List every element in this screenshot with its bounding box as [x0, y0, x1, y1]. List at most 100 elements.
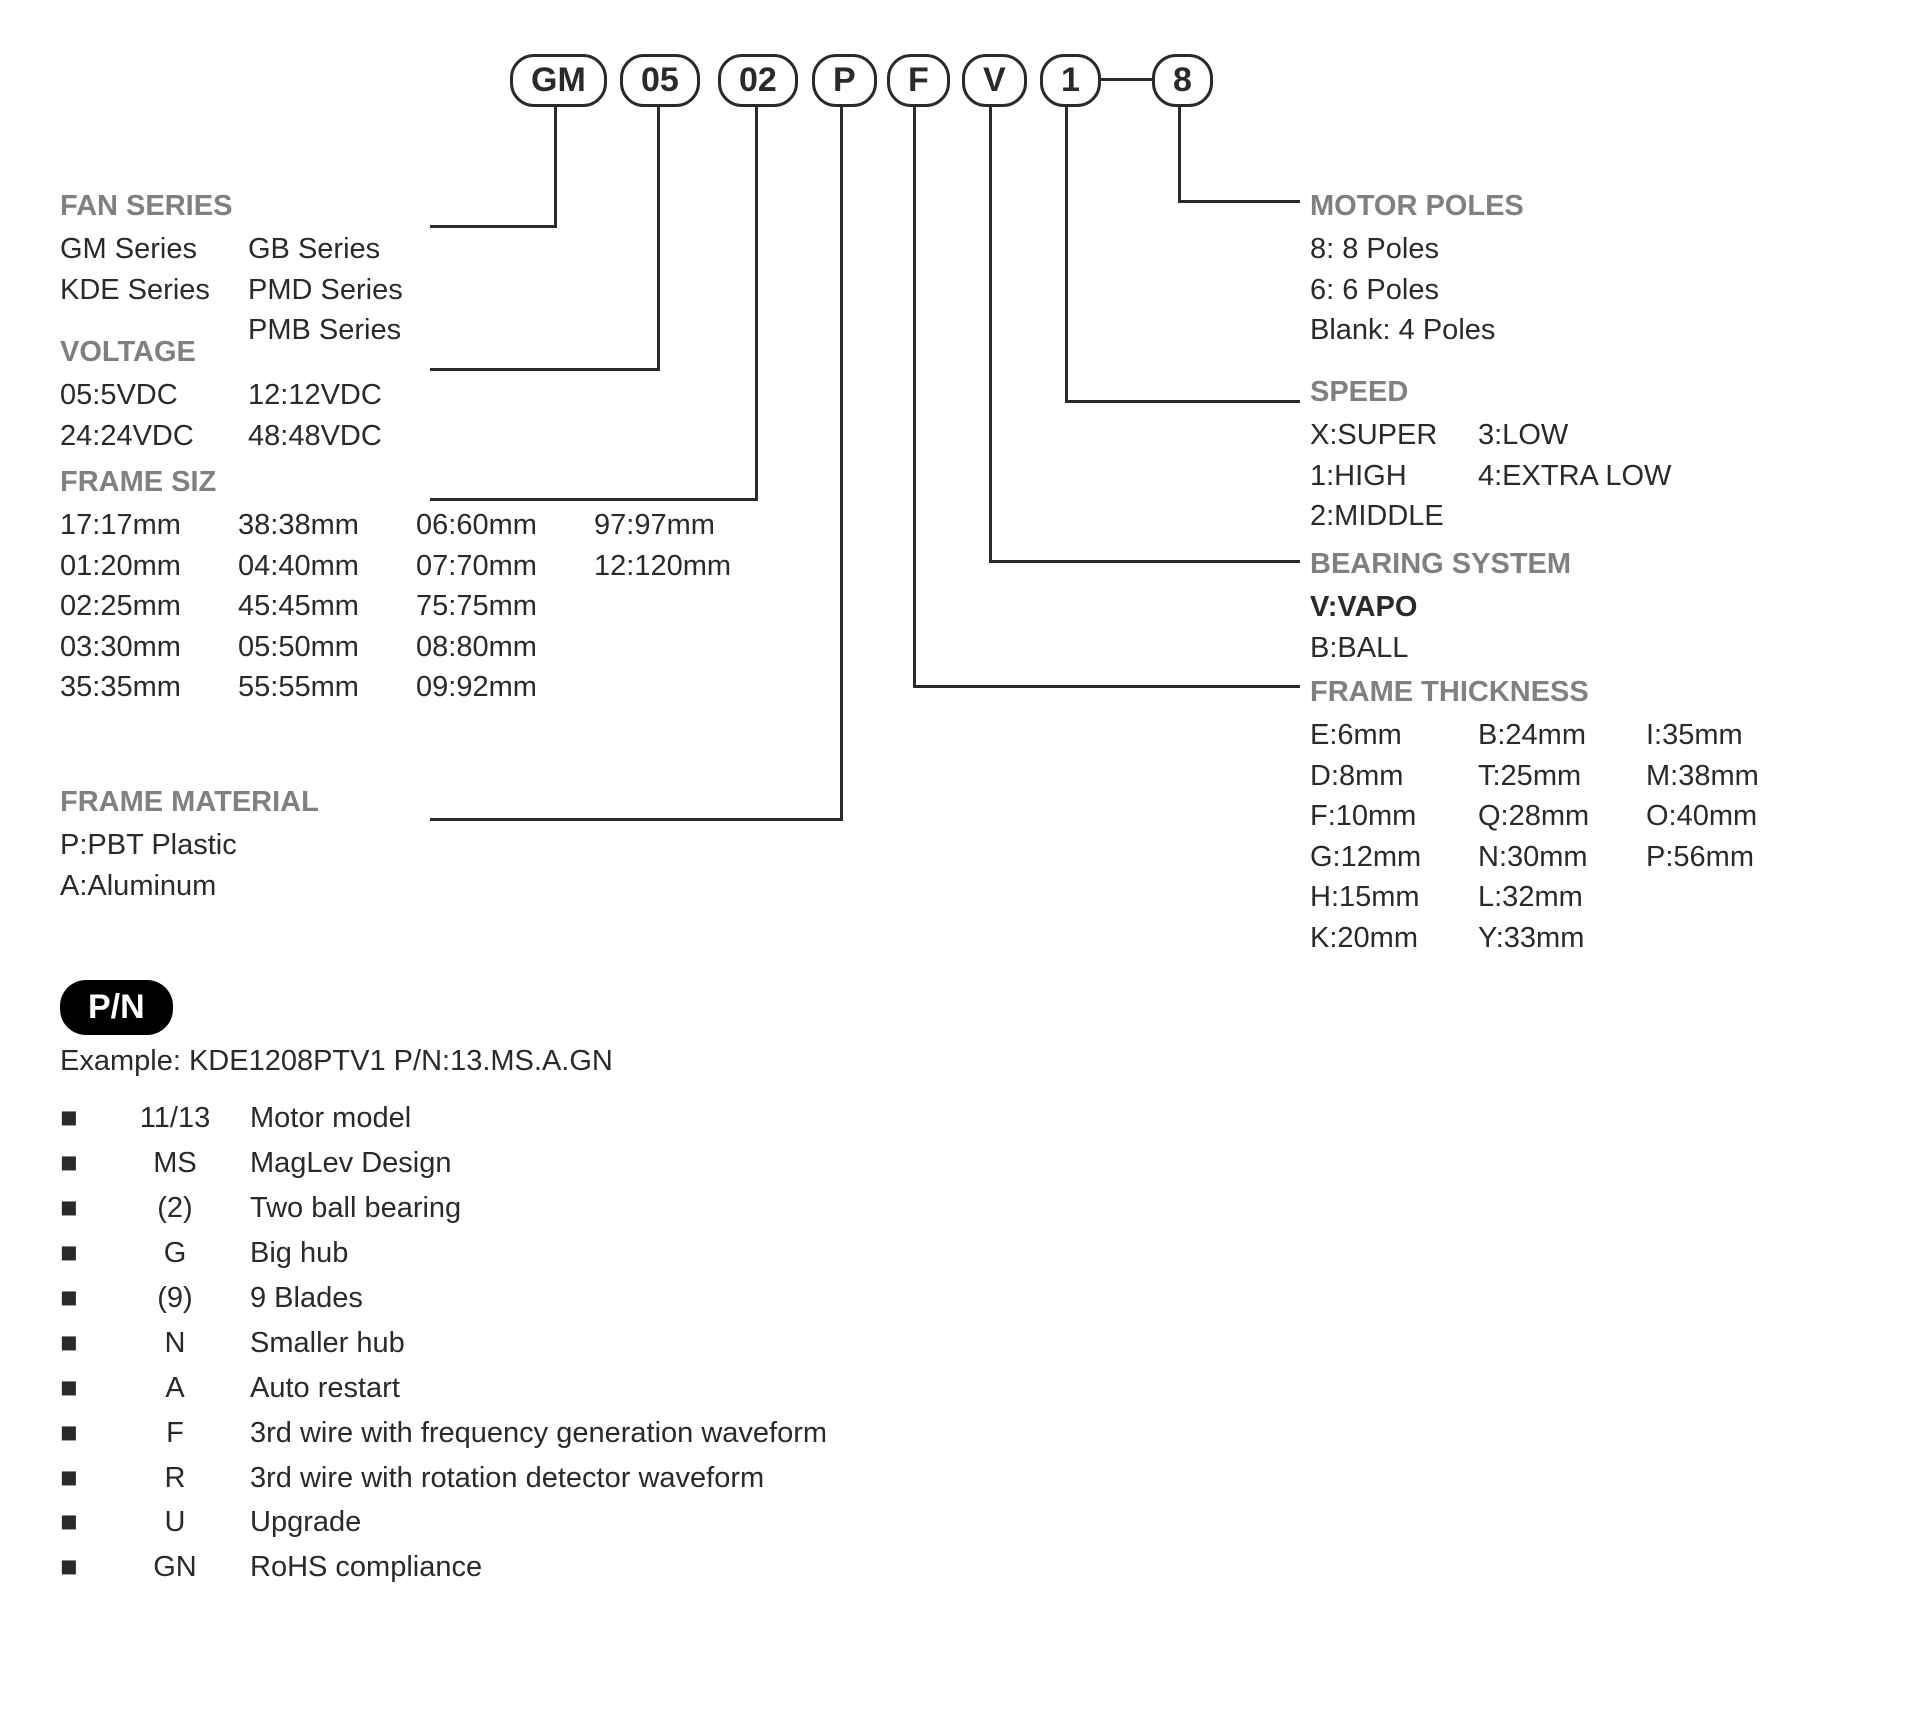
spec-item: 97:97mm: [594, 505, 754, 546]
spec-item: 8: 8 Poles: [1310, 229, 1495, 270]
connector-h-right-3: [913, 685, 1300, 688]
spec-item: N:30mm: [1478, 837, 1628, 878]
section-frame-siz: FRAME SIZ17:17mm01:20mm02:25mm03:30mm35:…: [60, 466, 772, 708]
connector-v-right-0: [1178, 104, 1181, 200]
spec-item: B:24mm: [1478, 715, 1628, 756]
bullet-icon: ■: [60, 1141, 100, 1186]
code-pill-7: 8: [1152, 54, 1213, 107]
spec-item: 48:48VDC: [248, 416, 418, 457]
spec-item: 04:40mm: [238, 546, 398, 587]
pn-code: A: [100, 1366, 250, 1411]
spec-item: L:32mm: [1478, 877, 1628, 918]
section-motor-poles: MOTOR POLES8: 8 Poles6: 6 PolesBlank: 4 …: [1310, 190, 1524, 351]
connector-h-left-0: [430, 225, 557, 228]
pn-example: Example: KDE1208PTV1 P/N:13.MS.A.GN: [60, 1045, 827, 1078]
pn-code: 11/13: [100, 1096, 250, 1141]
pn-row: ■R3rd wire with rotation detector wavefo…: [60, 1456, 827, 1501]
bullet-icon: ■: [60, 1321, 100, 1366]
pn-desc: Two ball bearing: [250, 1192, 461, 1224]
section-title: FRAME SIZ: [60, 466, 772, 499]
section-title: FRAME MATERIAL: [60, 786, 319, 819]
bullet-icon: ■: [60, 1500, 100, 1545]
bullet-icon: ■: [60, 1545, 100, 1590]
spec-item: 38:38mm: [238, 505, 398, 546]
bullet-icon: ■: [60, 1186, 100, 1231]
spec-item: 24:24VDC: [60, 416, 230, 457]
connector-h-right-1: [1065, 400, 1300, 403]
spec-item: 05:5VDC: [60, 375, 230, 416]
bullet-icon: ■: [60, 1231, 100, 1276]
spec-item: X:SUPER: [1310, 415, 1460, 456]
bullet-icon: ■: [60, 1456, 100, 1501]
spec-item: 01:20mm: [60, 546, 220, 587]
pn-code: (2): [100, 1186, 250, 1231]
section-title: VOLTAGE: [60, 336, 436, 369]
spec-item: 08:80mm: [416, 627, 576, 668]
spec-item: 12:12VDC: [248, 375, 418, 416]
spec-item: G:12mm: [1310, 837, 1460, 878]
pn-desc: MagLev Design: [250, 1147, 452, 1179]
spec-item: 3:LOW: [1478, 415, 1671, 456]
spec-item: 05:50mm: [238, 627, 398, 668]
spec-item: 1:HIGH: [1310, 456, 1460, 497]
pn-row: ■NSmaller hub: [60, 1321, 827, 1366]
pn-code: F: [100, 1411, 250, 1456]
pn-code: MS: [100, 1141, 250, 1186]
pn-row: ■(9)9 Blades: [60, 1276, 827, 1321]
spec-item: H:15mm: [1310, 877, 1460, 918]
code-pill-3: P: [812, 54, 877, 107]
connector-v-right-1: [1065, 104, 1068, 400]
spec-item: 2:MIDDLE: [1310, 496, 1460, 537]
connector-v-right-2: [989, 104, 992, 560]
pn-row: ■(2)Two ball bearing: [60, 1186, 827, 1231]
spec-item: PMD Series: [248, 270, 418, 311]
pn-desc: 3rd wire with rotation detector waveform: [250, 1462, 764, 1494]
section-title: BEARING SYSTEM: [1310, 548, 1571, 581]
pn-badge: P/N: [60, 980, 173, 1035]
spec-item: 17:17mm: [60, 505, 220, 546]
spec-item: D:8mm: [1310, 756, 1460, 797]
bullet-icon: ■: [60, 1411, 100, 1456]
spec-item: 45:45mm: [238, 586, 398, 627]
pn-desc: RoHS compliance: [250, 1551, 482, 1583]
spec-item: 12:120mm: [594, 546, 754, 587]
spec-item: O:40mm: [1646, 796, 1796, 837]
section-fan-series: FAN SERIESGM SeriesKDE SeriesGB SeriesPM…: [60, 190, 436, 351]
code-pill-5: V: [962, 54, 1027, 107]
section-voltage: VOLTAGE 05:5VDC24:24VDC 12:12VDC48:48VDC: [60, 336, 436, 456]
spec-item: GM Series: [60, 229, 230, 270]
spec-item: B:BALL: [1310, 628, 1460, 669]
spec-item: 55:55mm: [238, 667, 398, 708]
section-frame-material: FRAME MATERIALP:PBT PlasticA:Aluminum: [60, 786, 319, 906]
section-frame-thickness: FRAME THICKNESSE:6mmD:8mmF:10mmG:12mmH:1…: [1310, 676, 1814, 959]
pn-desc: Motor model: [250, 1102, 411, 1134]
pn-code: R: [100, 1456, 250, 1501]
pn-desc: Smaller hub: [250, 1327, 405, 1359]
section-title: FRAME THICKNESS: [1310, 676, 1814, 709]
spec-item: 03:30mm: [60, 627, 220, 668]
pn-block: P/NExample: KDE1208PTV1 P/N:13.MS.A.GN■1…: [60, 980, 827, 1590]
connector-v-left-1: [657, 104, 660, 368]
bullet-icon: ■: [60, 1276, 100, 1321]
pn-desc: Upgrade: [250, 1506, 361, 1538]
connector-h-left-1: [430, 368, 660, 371]
code-pill-2: 02: [718, 54, 798, 107]
code-pill-0: GM: [510, 54, 607, 107]
pn-row: ■MSMagLev Design: [60, 1141, 827, 1186]
spec-item: E:6mm: [1310, 715, 1460, 756]
spec-item: 6: 6 Poles: [1310, 270, 1495, 311]
spec-item: P:56mm: [1646, 837, 1796, 878]
pn-row: ■GBig hub: [60, 1231, 827, 1276]
spec-item: 07:70mm: [416, 546, 576, 587]
pn-desc: 3rd wire with frequency generation wavef…: [250, 1417, 827, 1449]
code-pill-6: 1: [1040, 54, 1101, 107]
spec-item: 4:EXTRA LOW: [1478, 456, 1671, 497]
spec-item: Y:33mm: [1478, 918, 1628, 959]
connector-v-right-3: [913, 104, 916, 685]
spec-item: 06:60mm: [416, 505, 576, 546]
spec-item: M:38mm: [1646, 756, 1796, 797]
section-title: MOTOR POLES: [1310, 190, 1524, 223]
pn-code: G: [100, 1231, 250, 1276]
section-title: SPEED: [1310, 376, 1689, 409]
connector-v-left-2: [755, 104, 758, 498]
